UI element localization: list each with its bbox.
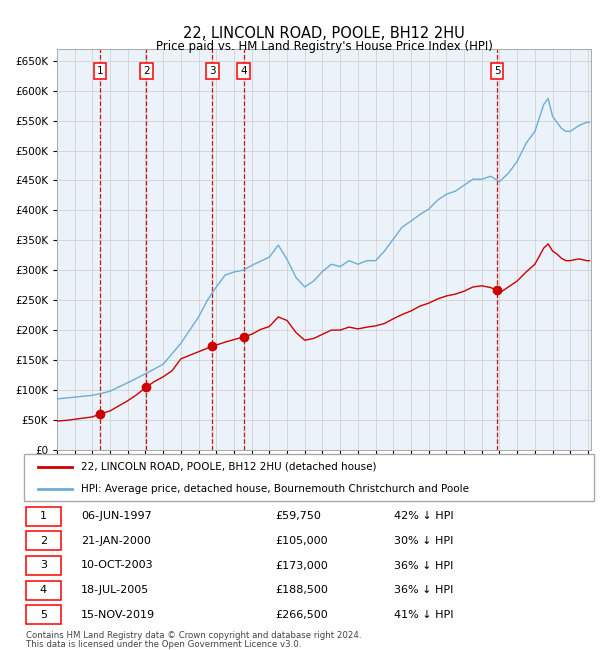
Text: 22, LINCOLN ROAD, POOLE, BH12 2HU: 22, LINCOLN ROAD, POOLE, BH12 2HU: [183, 26, 465, 41]
Text: £173,000: £173,000: [275, 560, 328, 571]
Text: 42% ↓ HPI: 42% ↓ HPI: [395, 511, 454, 521]
Bar: [100, 49, 146, 450]
FancyBboxPatch shape: [26, 580, 61, 600]
Text: 36% ↓ HPI: 36% ↓ HPI: [395, 560, 454, 571]
Text: 1: 1: [97, 66, 103, 76]
Text: 21-JAN-2000: 21-JAN-2000: [81, 536, 151, 546]
Text: £188,500: £188,500: [275, 585, 328, 595]
Text: 30% ↓ HPI: 30% ↓ HPI: [395, 536, 454, 546]
Bar: [57, 49, 100, 450]
Text: 3: 3: [40, 560, 47, 571]
Text: £266,500: £266,500: [275, 610, 328, 620]
FancyBboxPatch shape: [26, 506, 61, 526]
Text: £105,000: £105,000: [275, 536, 328, 546]
Text: 15-NOV-2019: 15-NOV-2019: [81, 610, 155, 620]
Bar: [497, 49, 591, 450]
Text: £59,750: £59,750: [275, 511, 320, 521]
Bar: [146, 49, 212, 450]
Text: 4: 4: [240, 66, 247, 76]
Text: Contains HM Land Registry data © Crown copyright and database right 2024.: Contains HM Land Registry data © Crown c…: [26, 630, 361, 640]
Text: 2: 2: [40, 536, 47, 546]
Text: Price paid vs. HM Land Registry's House Price Index (HPI): Price paid vs. HM Land Registry's House …: [155, 40, 493, 53]
FancyBboxPatch shape: [26, 605, 61, 625]
Bar: [244, 49, 497, 450]
Text: 18-JUL-2005: 18-JUL-2005: [81, 585, 149, 595]
Text: 22, LINCOLN ROAD, POOLE, BH12 2HU (detached house): 22, LINCOLN ROAD, POOLE, BH12 2HU (detac…: [81, 462, 377, 472]
Text: 1: 1: [40, 511, 47, 521]
Text: HPI: Average price, detached house, Bournemouth Christchurch and Poole: HPI: Average price, detached house, Bour…: [81, 484, 469, 494]
FancyBboxPatch shape: [26, 531, 61, 551]
Bar: [212, 49, 244, 450]
Text: This data is licensed under the Open Government Licence v3.0.: This data is licensed under the Open Gov…: [26, 640, 301, 649]
Text: 10-OCT-2003: 10-OCT-2003: [81, 560, 154, 571]
Text: 3: 3: [209, 66, 216, 76]
Text: 4: 4: [40, 585, 47, 595]
FancyBboxPatch shape: [26, 556, 61, 575]
Text: 41% ↓ HPI: 41% ↓ HPI: [395, 610, 454, 620]
Text: 5: 5: [494, 66, 500, 76]
Text: 06-JUN-1997: 06-JUN-1997: [81, 511, 152, 521]
Text: 5: 5: [40, 610, 47, 620]
Text: 2: 2: [143, 66, 149, 76]
Text: 36% ↓ HPI: 36% ↓ HPI: [395, 585, 454, 595]
